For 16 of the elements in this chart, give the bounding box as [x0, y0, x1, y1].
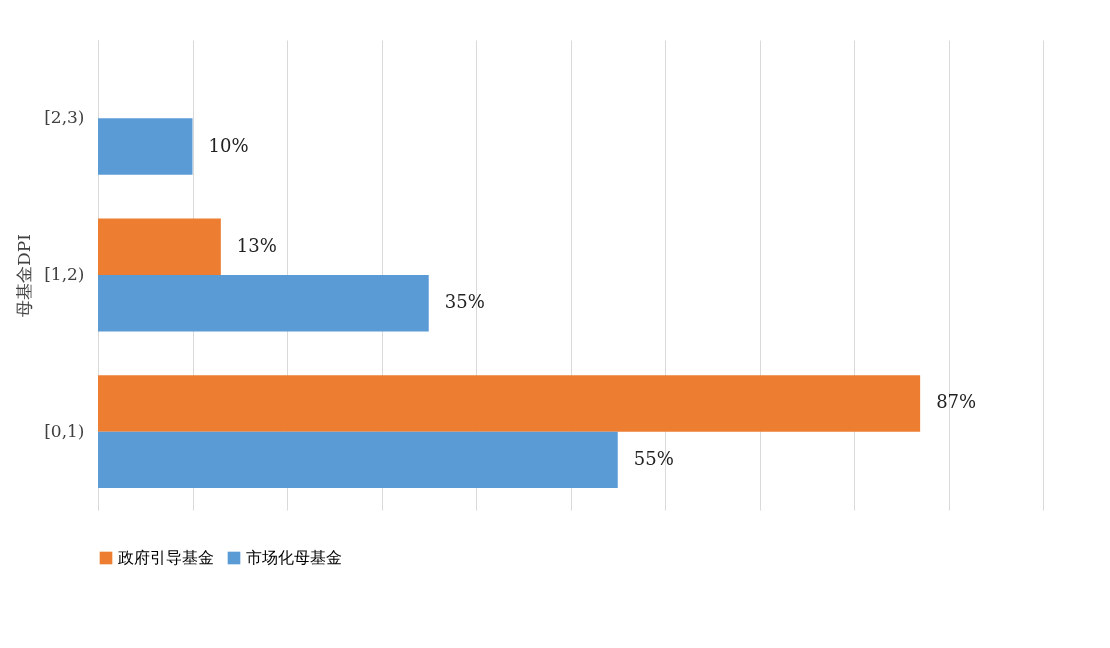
bar — [98, 431, 618, 489]
data-label: 87% — [936, 391, 977, 413]
data-label: 55% — [633, 447, 674, 469]
bar — [98, 118, 193, 175]
data-label: 13% — [236, 234, 277, 256]
y-axis-title: 母基金DPI — [14, 234, 35, 317]
y-tick-label: [2,3) — [44, 107, 85, 128]
legend-label: 政府引导基金 — [118, 548, 214, 567]
y-tick-label: [1,2) — [44, 264, 85, 284]
data-label: 35% — [444, 291, 485, 313]
bar — [98, 375, 921, 432]
y-tick-label: [0,1) — [44, 420, 85, 441]
legend-label: 市场化母基金 — [246, 548, 342, 567]
bar — [98, 218, 221, 275]
bar — [98, 275, 429, 332]
data-label: 10% — [208, 134, 249, 156]
